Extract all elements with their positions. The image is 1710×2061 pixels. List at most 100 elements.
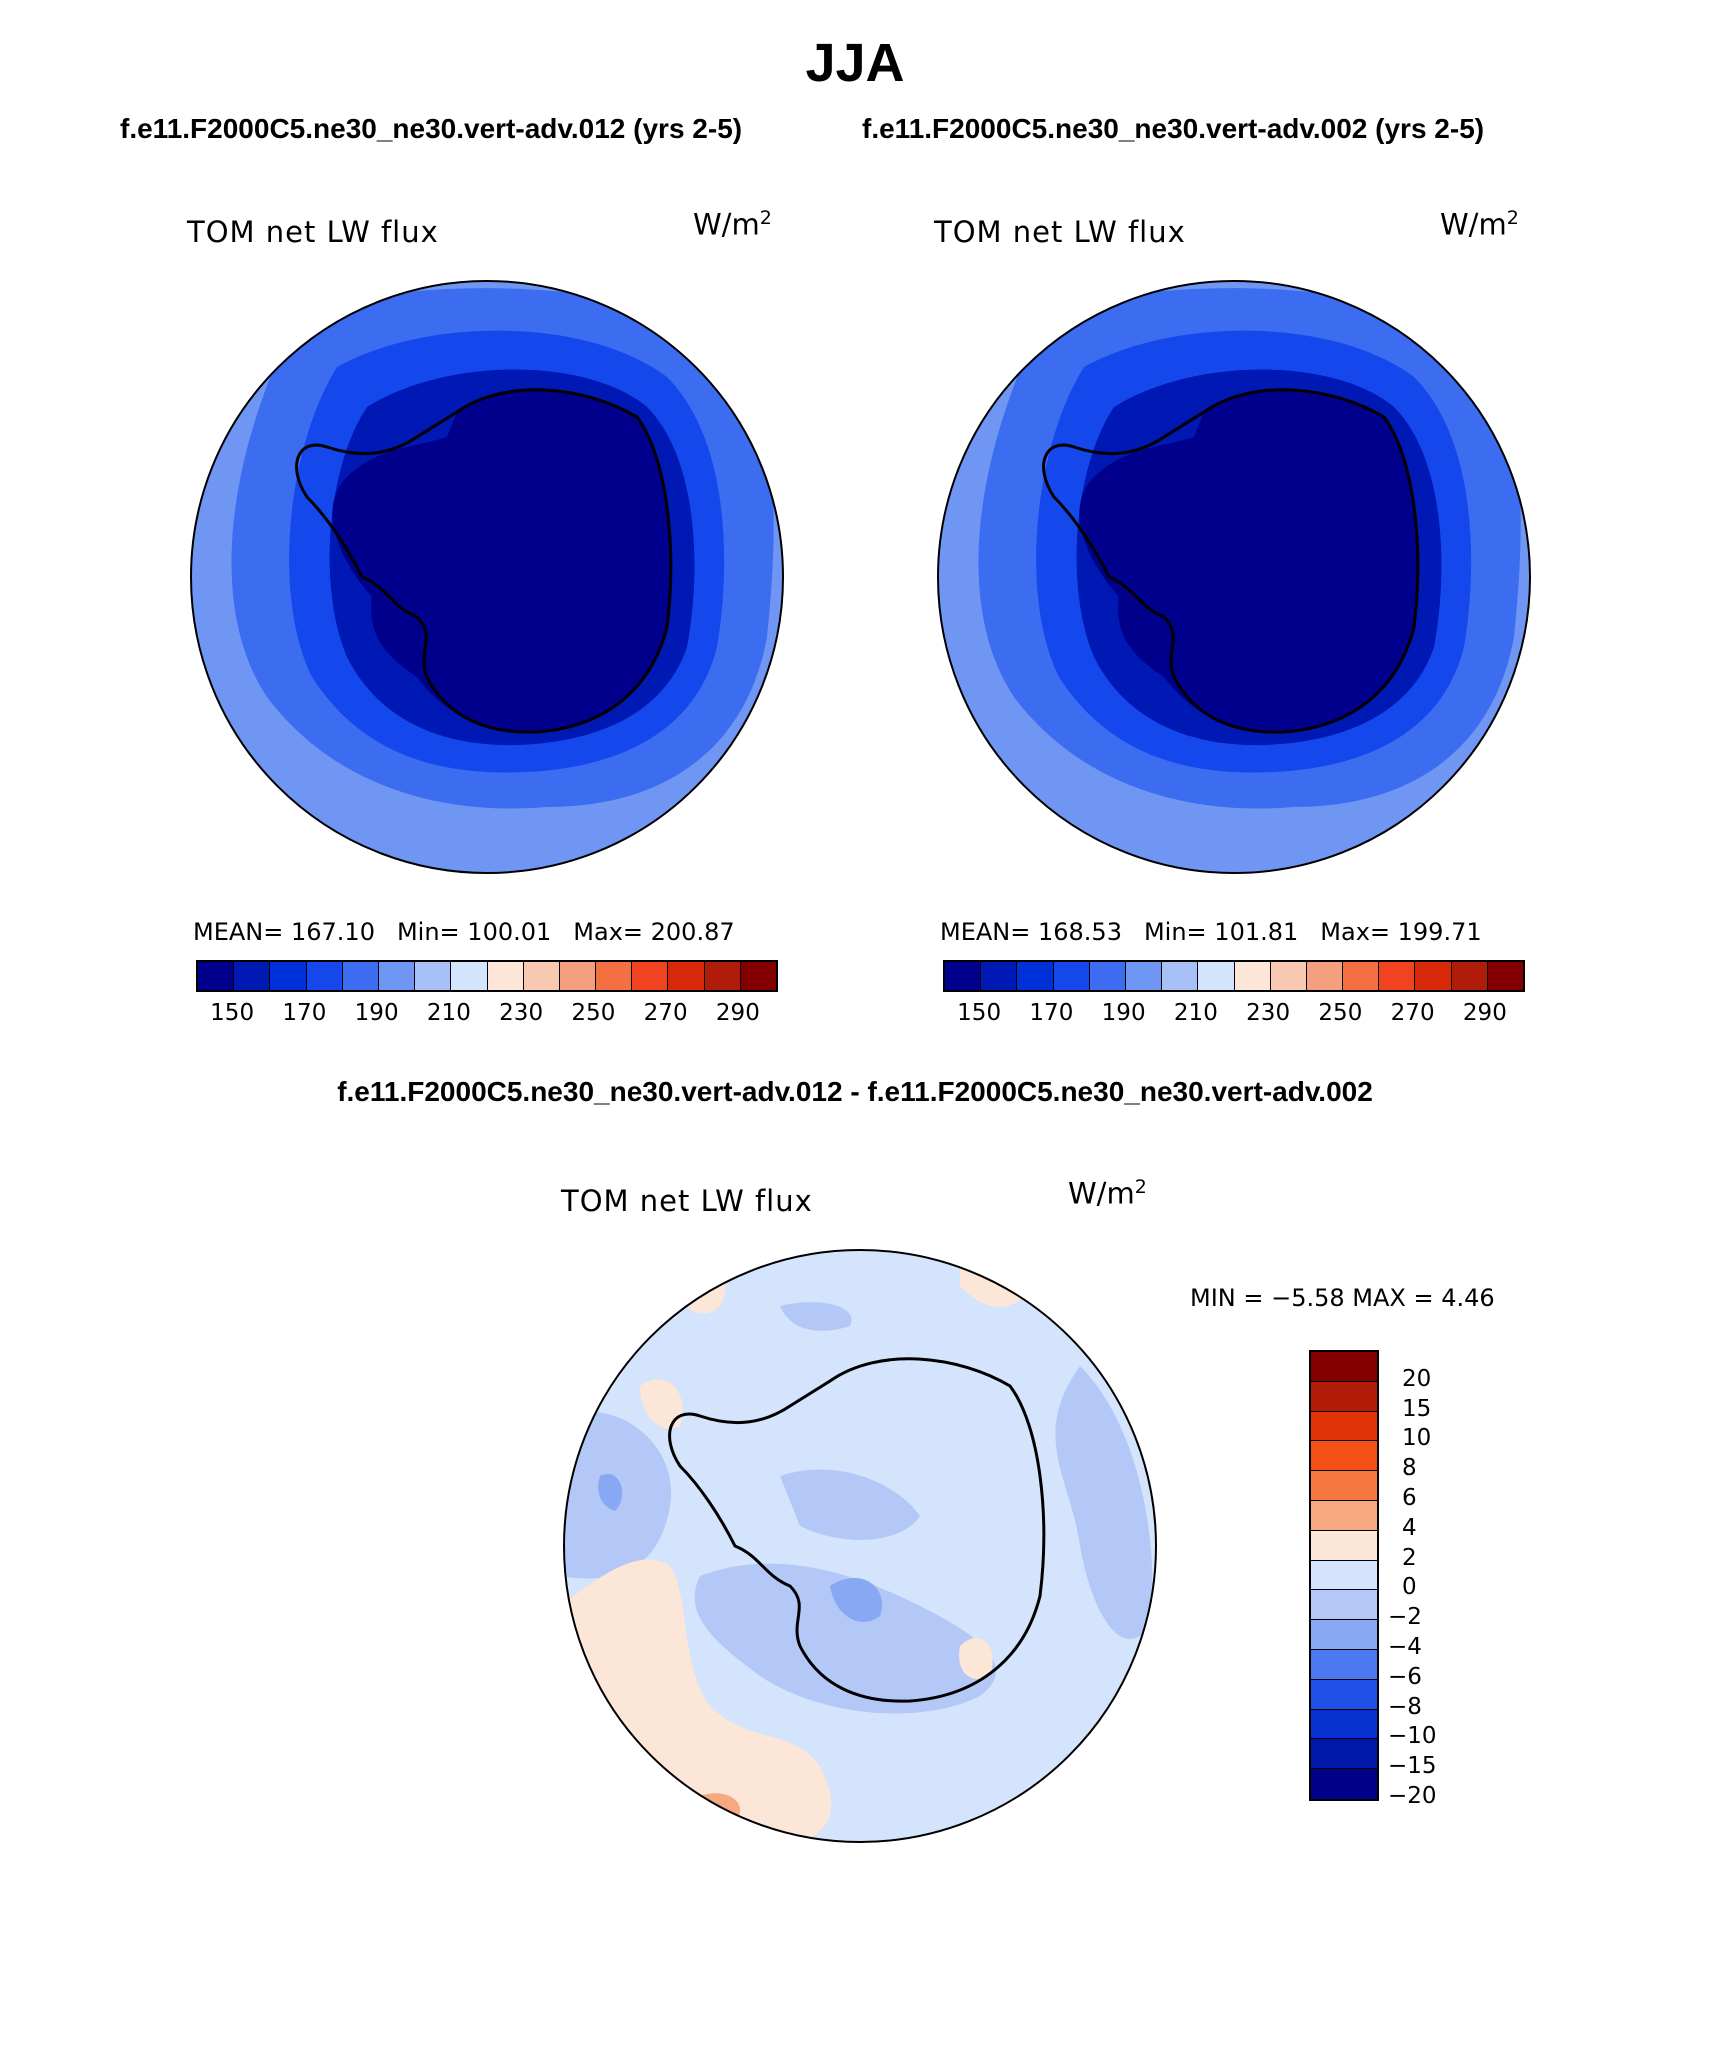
left-colorbar-cell [415, 962, 452, 990]
diff-colorbar-cell [1311, 1739, 1377, 1770]
right-plot-label: TOM net LW flux [934, 215, 1186, 249]
left-min: Min= 100.01 [396, 918, 552, 946]
diff-neg-patch-center [780, 1469, 920, 1540]
right-colorbar-cell [1451, 962, 1488, 990]
diff-colorbar-tick-label: 0 [1402, 1574, 1417, 1601]
diff-colorbar-cell [1311, 1500, 1377, 1531]
diff-map [563, 1249, 1157, 1843]
diff-colorbar-tick-label: −15 [1388, 1753, 1437, 1780]
diff-colorbar-cell [1311, 1530, 1377, 1561]
right-mean: MEAN= 168.53 [940, 918, 1122, 946]
left-colorbar-cell [632, 962, 669, 990]
right-max: Max= 199.71 [1320, 918, 1482, 946]
left-colorbar-cell [596, 962, 633, 990]
left-plot-label: TOM net LW flux [187, 215, 439, 249]
right-map [937, 280, 1531, 874]
diff-coastline [668, 1357, 1046, 1703]
right-min: Min= 101.81 [1143, 918, 1299, 946]
right-colorbar-cell [1198, 962, 1235, 990]
diff-colorbar-tick-label: −6 [1388, 1663, 1422, 1690]
diff-colorbar-tick-label: −10 [1388, 1723, 1437, 1750]
left-colorbar-tick-label: 290 [715, 1000, 760, 1026]
left-colorbar-cell [559, 962, 597, 990]
right-colorbar-tick-label: 190 [1101, 1000, 1146, 1026]
right-colorbar-cell [1089, 962, 1126, 990]
left-colorbar-tick-label: 150 [210, 1000, 255, 1026]
diff-neg-band-south [694, 1563, 997, 1714]
left-colorbar-cell [198, 962, 235, 990]
right-colorbar-tick-label: 270 [1390, 1000, 1435, 1026]
left-colorbar-tick-label: 250 [571, 1000, 616, 1026]
right-colorbar-tick-label: 230 [1246, 1000, 1291, 1026]
right-colorbar-cell [1234, 962, 1271, 990]
diff-colorbar-cell [1311, 1441, 1377, 1472]
left-map [190, 280, 784, 874]
diff-colorbar-cell [1311, 1620, 1377, 1650]
left-colorbar-tick-label: 190 [354, 1000, 399, 1026]
diff-colorbar-cell [1311, 1560, 1377, 1591]
right-colorbar-tick-label: 250 [1318, 1000, 1363, 1026]
right-colorbar [943, 960, 1525, 992]
left-colorbar-tick-label: 210 [426, 1000, 471, 1026]
left-stats: MEAN= 167.10 Min= 100.01 Max= 200.87 [193, 918, 757, 946]
right-colorbar-tick-label: 210 [1173, 1000, 1218, 1026]
diff-colorbar-tick-label: 20 [1402, 1365, 1432, 1392]
right-colorbar-cell [1379, 962, 1416, 990]
left-colorbar-labels: 150 170 190 210 230 250 270 290 [196, 1000, 774, 1030]
left-colorbar-cell [487, 962, 524, 990]
diff-colorbar-cell [1311, 1352, 1377, 1382]
diff-colorbar-tick-label: 6 [1402, 1485, 1417, 1511]
diff-plot-label: TOM net LW flux [561, 1184, 813, 1218]
right-colorbar-tick-label: 150 [957, 1000, 1002, 1026]
diff-units: W/m2 [1068, 1176, 1147, 1211]
right-colorbar-cell [1162, 962, 1199, 990]
diff-colorbar-tick-label: 2 [1402, 1544, 1417, 1571]
diff-neg4-patch-center [830, 1577, 882, 1622]
diff-colorbar-tick-label: 8 [1402, 1455, 1417, 1482]
main-title: JJA [805, 33, 905, 93]
diff-colorbar-cell [1311, 1679, 1377, 1710]
left-continent [332, 389, 671, 733]
left-colorbar-tick-label: 230 [499, 1000, 544, 1026]
diff-colorbar-cell [1311, 1471, 1377, 1501]
left-colorbar-cell [451, 962, 488, 990]
diff-colorbar-tick-label: −8 [1388, 1693, 1422, 1720]
diff-pos-patch-north [660, 1250, 726, 1314]
left-colorbar-cell [704, 962, 741, 990]
diff-colorbar-cell [1311, 1590, 1377, 1621]
diff-colorbar-labels: 20 15 10 8 6 4 2 0 −2 −4 −6 −8 −10 −15 −20 [1388, 1350, 1468, 1809]
right-colorbar-cell [1415, 962, 1452, 990]
left-colorbar-tick-label: 170 [282, 1000, 327, 1026]
diff-pos-patch-nw [640, 1379, 683, 1429]
diff-neg4-patch-west [598, 1474, 623, 1511]
diff-pos-patch-ne [960, 1250, 1060, 1307]
left-max: Max= 200.87 [573, 918, 735, 946]
left-colorbar-cell [306, 962, 343, 990]
left-case-title: f.e11.F2000C5.ne30_ne30.vert-adv.012 (yr… [120, 113, 743, 144]
right-colorbar-tick-label: 290 [1462, 1000, 1507, 1026]
right-continent [1079, 389, 1418, 733]
left-colorbar-cell [270, 962, 307, 990]
right-colorbar-cell [1053, 962, 1090, 990]
right-colorbar-cell [1487, 962, 1523, 990]
left-colorbar-cell [342, 962, 379, 990]
left-units: W/m2 [693, 207, 772, 242]
diff-colorbar-tick-label: −20 [1388, 1783, 1437, 1809]
left-colorbar-cell [234, 962, 271, 990]
right-colorbar-cell [1270, 962, 1307, 990]
right-stats: MEAN= 168.53 Min= 101.81 Max= 199.71 [940, 918, 1504, 946]
right-colorbar-labels: 150 170 190 210 230 250 270 290 [943, 1000, 1521, 1030]
diff-minmax: MIN = −5.58 MAX = 4.46 [1190, 1284, 1495, 1312]
left-colorbar [196, 960, 778, 992]
left-colorbar-cell [378, 962, 416, 990]
diff-colorbar-tick-label: −2 [1388, 1604, 1422, 1631]
right-colorbar-cell [981, 962, 1018, 990]
right-units: W/m2 [1440, 207, 1519, 242]
diff-case-title: f.e11.F2000C5.ne30_ne30.vert-adv.012 - f… [337, 1076, 1373, 1107]
diff-colorbar-cell [1311, 1769, 1377, 1799]
diff-colorbar-cell [1311, 1381, 1377, 1412]
diff-colorbar-tick-label: −4 [1388, 1634, 1422, 1660]
right-colorbar-cell [945, 962, 982, 990]
diff-colorbar-tick-label: 15 [1402, 1395, 1432, 1422]
right-colorbar-cell [1306, 962, 1344, 990]
